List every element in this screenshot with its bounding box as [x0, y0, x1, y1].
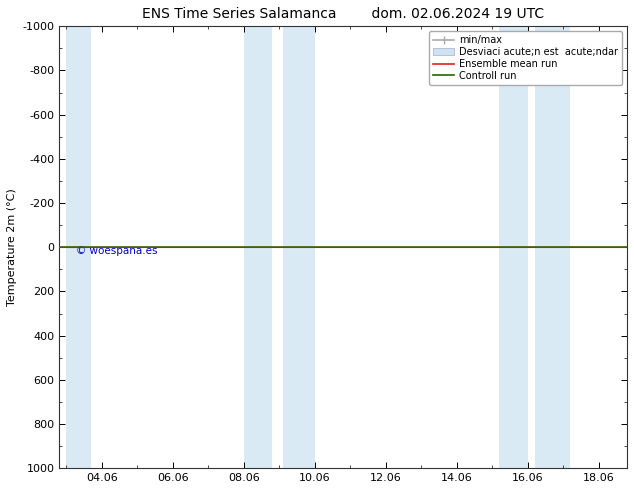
Title: ENS Time Series Salamanca        dom. 02.06.2024 19 UTC: ENS Time Series Salamanca dom. 02.06.202… [142, 7, 544, 21]
Bar [67, 26, 91, 468]
Y-axis label: Temperature 2m (°C): Temperature 2m (°C) [7, 188, 17, 306]
Bar [283, 26, 315, 468]
Bar [535, 26, 571, 468]
Legend: min/max, Desviaci acute;n est  acute;ndar, Ensemble mean run, Controll run: min/max, Desviaci acute;n est acute;ndar… [429, 31, 622, 85]
Text: © woespana.es: © woespana.es [76, 246, 158, 256]
Bar [500, 26, 527, 468]
Bar [244, 26, 272, 468]
